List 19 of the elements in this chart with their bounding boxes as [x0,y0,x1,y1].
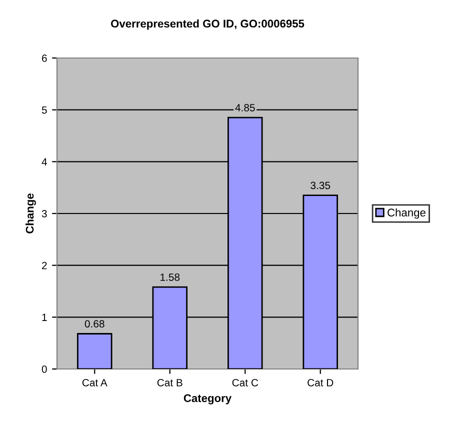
data-label: 3.35 [310,182,330,190]
data-label: 1.58 [160,274,180,281]
y-axis-title: Change [26,194,36,234]
legend-label: Change [388,208,426,219]
x-tick-label: Cat C [232,378,258,386]
y-tick-label: 6 [42,54,47,62]
data-label: 0.68 [84,320,104,328]
y-tick-label: 0 [42,366,47,373]
x-tick-label: Cat A [82,378,108,386]
y-tick-label: 2 [42,262,47,270]
x-tick-label: Cat D [308,378,334,386]
chart-title: Overrepresented GO ID, GO:0006955 [111,19,304,30]
x-tick-label: Cat B [157,378,182,386]
y-tick-label: 1 [42,314,47,321]
x-axis-title: Category [184,394,232,404]
y-tick-label: 4 [42,158,47,166]
data-label: 4.85 [235,104,255,112]
y-tick-label: 3 [42,210,47,218]
y-tick-label: 5 [42,106,47,114]
